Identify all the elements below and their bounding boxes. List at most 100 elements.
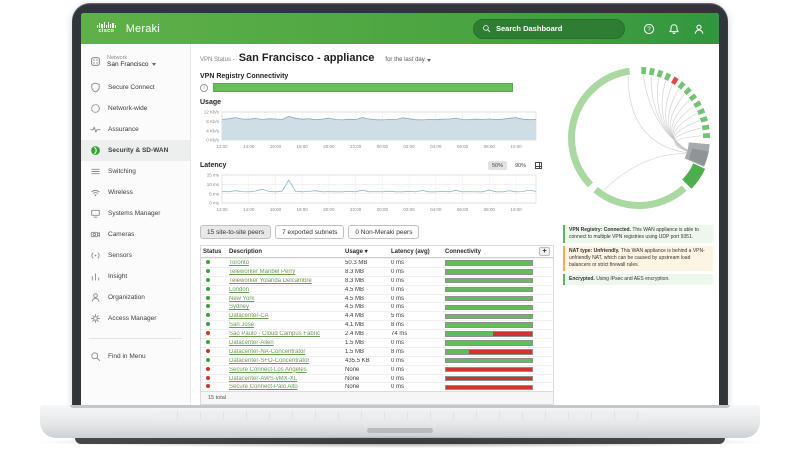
svg-text:10:00: 10:00	[510, 144, 522, 149]
sidebar-item-systems-manager[interactable]: Systems Manager	[81, 203, 190, 224]
column-header-usage[interactable]: Usage ▾	[345, 249, 368, 255]
connectivity-bar	[445, 322, 533, 328]
table-row: Datacenter-Allen 1.5 MB 0 ms	[201, 338, 553, 347]
tab-7-exported-subnets[interactable]: 7 exported subnets	[275, 225, 345, 239]
profile-icon[interactable]	[693, 23, 705, 35]
sidebar-item-access-manager[interactable]: Access Manager	[81, 308, 190, 329]
sidebar-item-switching[interactable]: Switching	[81, 161, 190, 182]
peer-link[interactable]: Datacenter-CA	[229, 313, 269, 320]
peer-link[interactable]: Datacenter-SFO-Concentrator	[229, 357, 310, 364]
svg-text:15 ms: 15 ms	[207, 173, 220, 178]
peer-link[interactable]: San Jose	[229, 322, 255, 329]
sidebar-item-security-sd-wan[interactable]: Security & SD-WAN	[81, 140, 190, 161]
peer-link[interactable]: Secure Connect-Los Angeles	[229, 366, 307, 373]
usage-chart: 12:00 14:00 16:00 18:00 20:00 22:00 00:00 02:00…	[200, 109, 555, 155]
sidebar-item-label: Systems Manager	[108, 210, 161, 217]
percentile-button-50[interactable]: 50%	[487, 161, 507, 170]
monitor-icon	[90, 208, 101, 219]
sidebar-item-assurance[interactable]: Assurance	[81, 119, 190, 140]
sidebar-item-secure-connect[interactable]: Secure Connect	[81, 77, 190, 98]
connectivity-bar	[445, 277, 533, 284]
note-text: This WAN appliance is behind a VPN-unfri…	[569, 248, 705, 268]
svg-text:08:00: 08:00	[484, 207, 496, 212]
cisco-wordmark: cisco	[98, 28, 115, 35]
dashboard-screen: cisco Meraki Search Dashboard ?	[81, 13, 719, 406]
latency-line-chart: 12:00 14:00 16:00 18:00 20:00 22:00 00:00 02:00…	[207, 173, 537, 212]
peer-link[interactable]: Datacenter-AWS-vMX-XL	[229, 375, 298, 382]
switch-icon	[90, 166, 101, 177]
sidebar-item-cameras[interactable]: Cameras	[81, 224, 190, 245]
sidebar-item-sensors[interactable]: Sensors	[81, 245, 190, 266]
peer-link[interactable]: Secure Connect-Palo Alto	[229, 384, 298, 391]
table-view-icon[interactable]	[535, 162, 542, 169]
status-cell	[201, 295, 227, 302]
search-input[interactable]: Search Dashboard	[473, 18, 625, 39]
column-header-latency-avg[interactable]: Latency (avg)	[391, 248, 430, 255]
peer-link[interactable]: Datacenter-NA-Concentrator	[229, 348, 306, 355]
sidebar-item-wireless[interactable]: Wireless	[81, 182, 190, 203]
percentile-button-90[interactable]: 90%	[511, 161, 530, 170]
sidebar-nav: Secure Connect Network-wide Assurance Secur…	[81, 77, 190, 329]
peer-link[interactable]: Teleworker Yolanda Delcambre	[229, 277, 312, 284]
breadcrumb-vpn-status[interactable]: VPN Status -	[200, 57, 235, 63]
description-cell: Secure Connect-Los Angeles	[227, 367, 343, 373]
description-cell: Teleworker Yolanda Delcambre	[227, 278, 343, 284]
connectivity-bar-green	[446, 341, 532, 345]
column-header-status[interactable]: Status	[203, 248, 222, 255]
percentile-buttons: 50% 90%	[487, 161, 530, 170]
svg-text:16:00: 16:00	[270, 207, 282, 212]
peer-link[interactable]: Teleworker Maribel Perry	[229, 268, 296, 275]
tab-0-non-meraki-peers[interactable]: 0 Non-Meraki peers	[348, 225, 420, 239]
svg-text:22:00: 22:00	[350, 144, 362, 149]
main-content: VPN Status - San Francisco - appliance f…	[191, 44, 563, 406]
status-cell	[201, 259, 227, 266]
peer-link[interactable]: Toronto	[229, 259, 250, 266]
add-column-button[interactable]: +	[539, 247, 550, 256]
info-icon[interactable]	[200, 83, 208, 92]
table-row: Teleworker Maribel Perry 8.3 MB 0 ms	[201, 266, 553, 276]
peer-link[interactable]: Sao Paulo - Cloud Campus Fabric	[229, 331, 321, 338]
connectivity-cell	[443, 304, 539, 311]
svg-text:08:00: 08:00	[484, 144, 496, 149]
table-row: Sao Paulo - Cloud Campus Fabric 2.4 MB 74 …	[201, 329, 553, 338]
status-dot	[206, 357, 210, 362]
connectivity-bar	[445, 384, 533, 391]
description-cell: Datacenter-Allen	[227, 340, 343, 346]
sidebar-item-insight[interactable]: Insight	[81, 266, 190, 287]
chevron-down-icon	[426, 58, 431, 62]
note-text: This WAN appliance is able to connect to…	[569, 227, 699, 240]
column-header-description[interactable]: Description	[229, 248, 263, 255]
connectivity-cell	[443, 340, 539, 346]
vpn-topology-chord-diagram	[563, 56, 713, 221]
sidebar-item-find-in-menu[interactable]: Find in Menu	[81, 346, 190, 367]
note-title: VPN Registry: Connected.	[569, 227, 633, 233]
latency-cell: 0 ms	[391, 375, 405, 382]
connectivity-cell	[443, 277, 539, 284]
table-row: Datacenter-SFO-Concentrator 435.5 KB 0 ms	[201, 355, 553, 365]
usage-cell: None	[345, 375, 360, 382]
column-header-connectivity[interactable]: Connectivity	[445, 248, 482, 255]
time-filter-dropdown[interactable]: for the last day	[385, 57, 431, 63]
svg-text:00:00: 00:00	[377, 144, 389, 149]
camera-icon	[90, 229, 101, 240]
description-cell: Datacenter-SFO-Concentrator	[227, 358, 343, 364]
latency-cell: 8 ms	[391, 322, 405, 329]
peer-link[interactable]: Sydney	[229, 304, 250, 311]
table-row: Sydney 4.5 MB 0 ms	[201, 302, 553, 311]
notifications-bell-icon[interactable]	[668, 23, 680, 35]
tab-15-site-to-site-peers[interactable]: 15 site-to-site peers	[200, 225, 272, 239]
help-icon[interactable]: ?	[643, 23, 655, 35]
svg-text:20:00: 20:00	[323, 144, 335, 149]
sidebar-item-network-wide[interactable]: Network-wide	[81, 98, 190, 119]
sidebar-item-organization[interactable]: Organization	[81, 287, 190, 308]
registry-row	[200, 83, 555, 92]
globe-icon	[90, 103, 101, 114]
peer-link[interactable]: New York	[229, 295, 255, 302]
peer-link[interactable]: Datacenter-Allen	[229, 339, 274, 346]
svg-text:10:00: 10:00	[510, 207, 522, 212]
network-selector[interactable]: Network San Francisco	[81, 53, 190, 77]
svg-text:02:00: 02:00	[403, 144, 415, 149]
table-row: Datacenter-AWS-vMX-XL None 0 ms	[201, 373, 553, 383]
peer-link[interactable]: London	[229, 286, 250, 293]
sidebar-item-label: Assurance	[108, 126, 139, 133]
